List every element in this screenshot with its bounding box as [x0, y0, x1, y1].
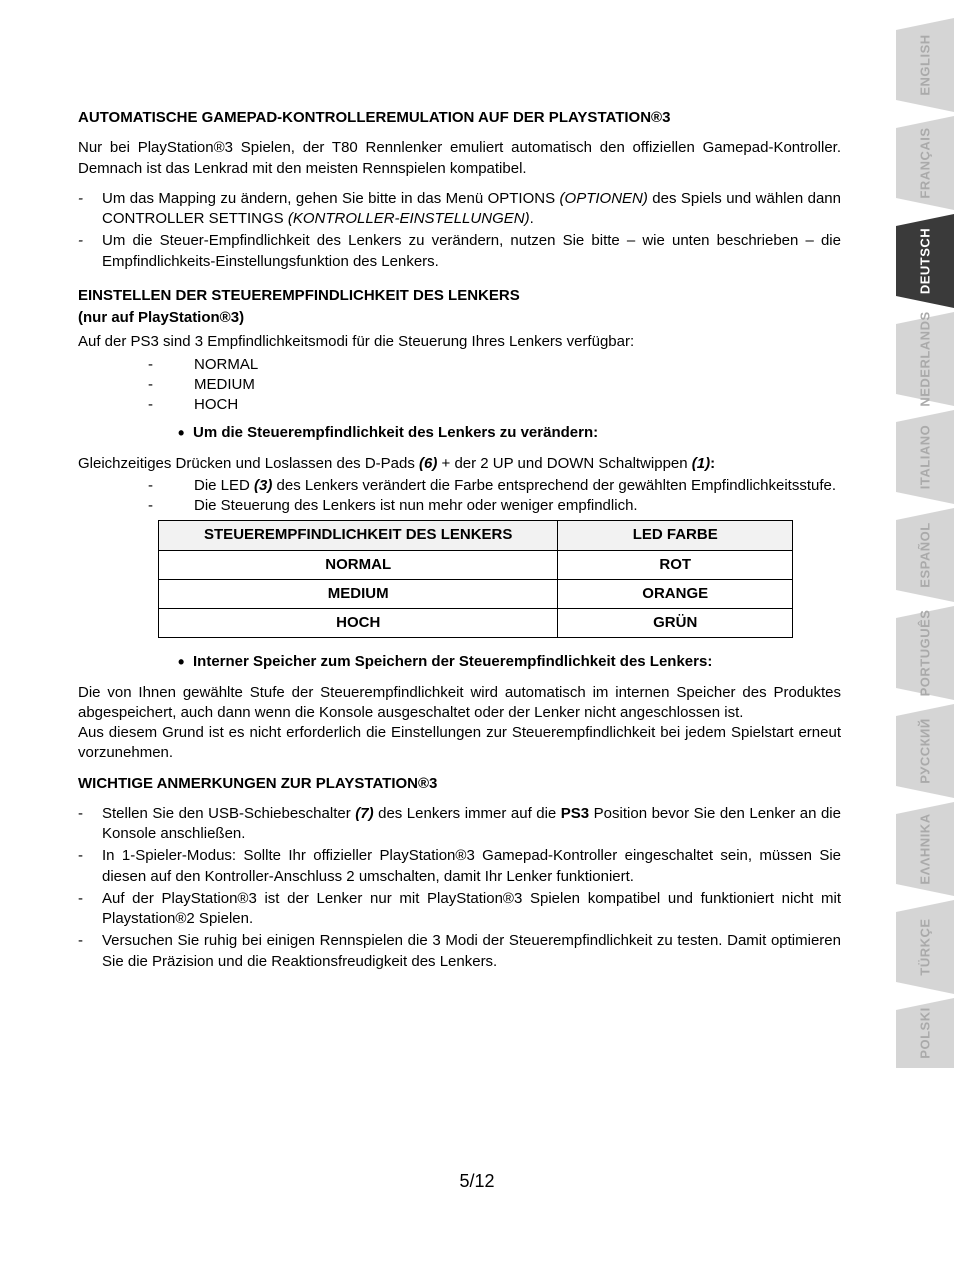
- language-tab[interactable]: TÜRKÇE: [896, 900, 954, 994]
- paragraph: Nur bei PlayStation®3 Spielen, der T80 R…: [78, 138, 841, 179]
- modes-list: NORMAL MEDIUM HOCH: [78, 355, 841, 416]
- table-row: HOCHGRÜN: [159, 609, 793, 638]
- tab-label: РУССКИЙ: [918, 718, 933, 784]
- table-header: LED FARBE: [558, 521, 793, 550]
- tab-label: FRANÇAIS: [918, 127, 933, 198]
- tab-label: DEUTSCH: [918, 228, 933, 294]
- list-item: Stellen Sie den USB-Schiebeschalter (7) …: [78, 804, 841, 845]
- list-item: NORMAL: [148, 355, 841, 375]
- tab-label: NEDERLANDS: [918, 311, 933, 406]
- paragraph: Die von Ihnen gewählte Stufe der Steuere…: [78, 683, 841, 724]
- language-tab[interactable]: ESPAÑOL: [896, 508, 954, 602]
- mapping-list: Um das Mapping zu ändern, gehen Sie bitt…: [78, 189, 841, 272]
- page-number: 5/12: [0, 1171, 954, 1192]
- list-item: MEDIUM: [148, 375, 841, 395]
- language-tab[interactable]: PORTUGUÊS: [896, 606, 954, 700]
- language-tab[interactable]: POLSKI: [896, 998, 954, 1068]
- tab-label: ESPAÑOL: [918, 522, 933, 587]
- list-item: Versuchen Sie ruhig bei einigen Rennspie…: [78, 931, 841, 972]
- table-row: NORMALROT: [159, 550, 793, 579]
- list-item: Die LED (3) des Lenkers verändert die Fa…: [148, 476, 841, 496]
- tab-label: POLSKI: [918, 1007, 933, 1058]
- language-tab[interactable]: ΕΛΛΗΝΙΚΑ: [896, 802, 954, 896]
- tab-label: TÜRKÇE: [918, 918, 933, 975]
- bullet-internal-memory: Interner Speicher zum Speichern der Steu…: [78, 652, 841, 672]
- language-tab[interactable]: FRANÇAIS: [896, 116, 954, 210]
- list-item: Auf der PlayStation®3 ist der Lenker nur…: [78, 889, 841, 930]
- language-tab[interactable]: ENGLISH: [896, 18, 954, 112]
- heading-auto-emulation: AUTOMATISCHE GAMEPAD-KONTROLLEREMULATION…: [78, 108, 841, 128]
- language-tab[interactable]: NEDERLANDS: [896, 312, 954, 406]
- led-list: Die LED (3) des Lenkers verändert die Fa…: [78, 476, 841, 517]
- heading-sensitivity: EINSTELLEN DER STEUEREMPFINDLICHKEIT DES…: [78, 286, 841, 306]
- list-item: Um die Steuer-Empfindlichkeit des Lenker…: [78, 231, 841, 272]
- tab-label: ΕΛΛΗΝΙΚΑ: [918, 813, 933, 884]
- list-item: In 1-Spieler-Modus: Sollte Ihr offiziell…: [78, 846, 841, 887]
- sensitivity-table: STEUEREMPFINDLICHKEIT DES LENKERS LED FA…: [158, 520, 793, 638]
- list-item: Die Steuerung des Lenkers ist nun mehr o…: [148, 496, 841, 516]
- heading-sub: (nur auf PlayStation®3): [78, 308, 841, 328]
- language-tab[interactable]: РУССКИЙ: [896, 704, 954, 798]
- language-tab[interactable]: ITALIANO: [896, 410, 954, 504]
- paragraph: Aus diesem Grund ist es nicht erforderli…: [78, 723, 841, 764]
- list-item: Um das Mapping zu ändern, gehen Sie bitt…: [78, 189, 841, 230]
- list-item: HOCH: [148, 395, 841, 415]
- paragraph: Gleichzeitiges Drücken und Loslassen des…: [78, 454, 841, 474]
- bullet-change-sensitivity: Um die Steuerempfindlichkeit des Lenkers…: [78, 423, 841, 443]
- language-tabs: ENGLISH FRANÇAIS DEUTSCH NEDERLANDS ITALIANO…: [896, 18, 954, 1068]
- page-content: AUTOMATISCHE GAMEPAD-KONTROLLEREMULATION…: [78, 108, 841, 986]
- notes-list: Stellen Sie den USB-Schiebeschalter (7) …: [78, 804, 841, 972]
- paragraph: Auf der PS3 sind 3 Empfindlichkeitsmodi …: [78, 332, 841, 352]
- tab-label: PORTUGUÊS: [918, 610, 933, 697]
- tab-label: ITALIANO: [918, 425, 933, 489]
- heading-notes: WICHTIGE ANMERKUNGEN ZUR PLAYSTATION®3: [78, 774, 841, 794]
- table-row: MEDIUMORANGE: [159, 579, 793, 608]
- language-tab[interactable]: DEUTSCH: [896, 214, 954, 308]
- table-header: STEUEREMPFINDLICHKEIT DES LENKERS: [159, 521, 558, 550]
- tab-label: ENGLISH: [918, 34, 933, 95]
